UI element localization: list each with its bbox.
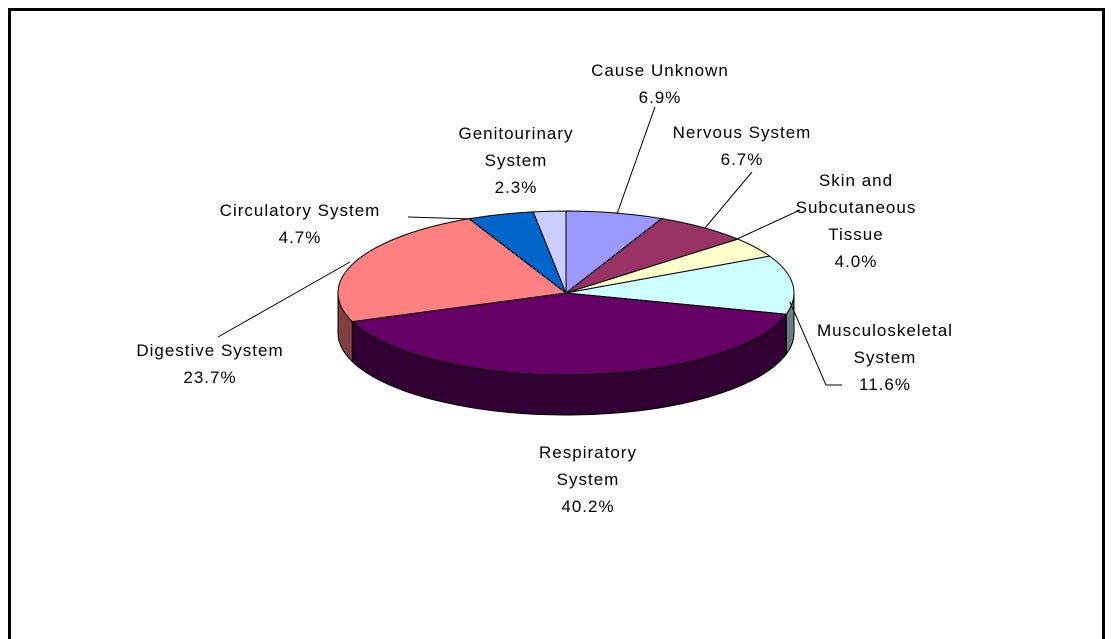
value-label: 2.3% [494, 178, 538, 197]
category-label: Circulatory System [219, 201, 381, 220]
data-label: Circulatory System 4.7% [170, 197, 430, 251]
data-label: Nervous System 6.7% [632, 119, 852, 173]
pie-slice [565, 255, 795, 315]
category-label: Genitourinary System [458, 124, 574, 170]
data-label: Digestive System 23.7% [80, 337, 340, 391]
category-label: Digestive System [136, 341, 284, 360]
category-label: Cause Unknown [591, 61, 729, 80]
category-label: Skin and Subcutaneous Tissue [795, 171, 917, 244]
pie-slice [532, 210, 567, 294]
leader-line [734, 209, 801, 241]
data-label: Skin and Subcutaneous Tissue 4.0% [781, 167, 931, 275]
value-label: 40.2% [561, 497, 615, 516]
value-label: 6.9% [638, 88, 682, 107]
data-label: Genitourinary System 2.3% [441, 120, 591, 201]
leader-line [407, 216, 473, 220]
data-label: Respiratory System 40.2% [513, 439, 663, 520]
leader-line [616, 106, 656, 215]
pie-slice [337, 218, 568, 323]
leader-line [217, 261, 351, 338]
category-label: Musculoskeletal System [817, 321, 953, 367]
chart-frame [8, 8, 1105, 639]
leader-line [704, 171, 753, 229]
value-label: 4.7% [278, 228, 322, 247]
leader-line [789, 301, 842, 386]
category-label: Nervous System [672, 123, 812, 142]
pie-slice [351, 292, 788, 376]
value-label: 6.7% [720, 150, 764, 169]
value-label: 23.7% [183, 368, 237, 387]
value-label: 4.0% [834, 252, 878, 271]
data-label: Cause Unknown 6.9% [540, 57, 780, 111]
category-label: Respiratory System [539, 443, 637, 489]
value-label: 11.6% [859, 375, 911, 394]
data-label: Musculoskeletal System 11.6% [795, 317, 975, 398]
